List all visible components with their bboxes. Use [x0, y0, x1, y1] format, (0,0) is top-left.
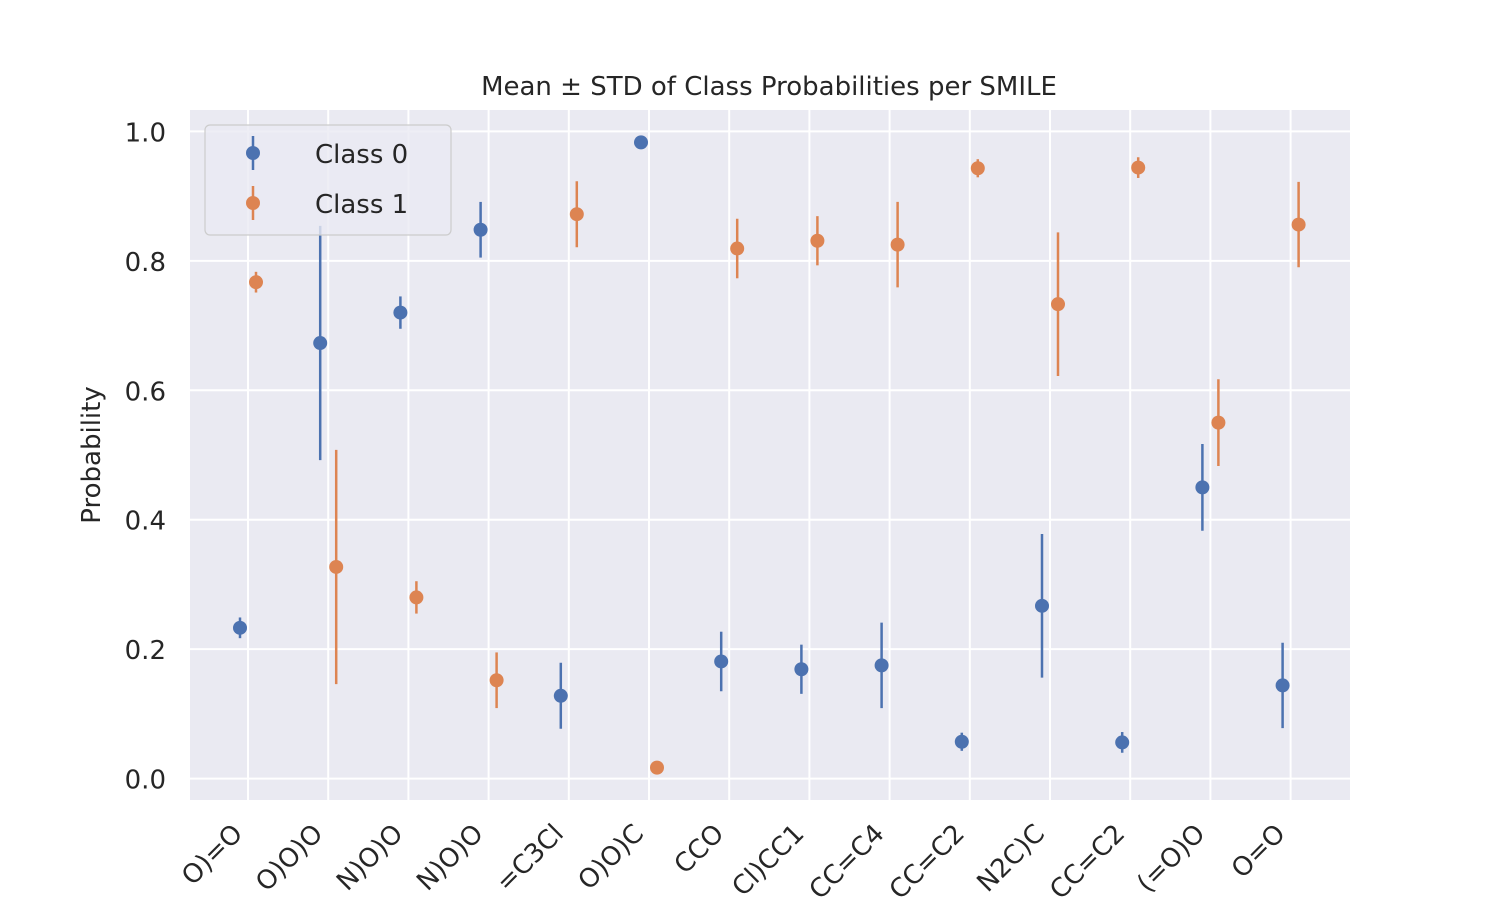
class-1-point: [409, 590, 424, 605]
class-1-point: [569, 207, 584, 222]
class-0-point: [313, 336, 328, 351]
class-1-point: [1291, 217, 1306, 232]
y-tick-label: 0.8: [125, 248, 166, 278]
chart-title: Mean ± STD of Class Probabilities per SM…: [481, 72, 1057, 102]
x-tick-label: N)O)O: [411, 819, 489, 897]
class-0-point: [1195, 480, 1210, 495]
class-0-point: [954, 734, 969, 749]
x-tick-label: CCO: [669, 819, 730, 880]
legend: Class 0 Class 1: [204, 124, 452, 236]
class-1-point: [1051, 297, 1065, 312]
class-1-point: [329, 559, 344, 574]
class-1-point: [489, 673, 504, 688]
class-1-point: [650, 760, 664, 775]
x-tick-label: =C3Cl: [491, 819, 570, 898]
class-0-point: [714, 654, 729, 669]
class-0-point: [233, 620, 247, 635]
class-0-point: [794, 662, 809, 677]
x-tick-label: CC=C2: [884, 819, 971, 900]
x-tick-label: O)=O: [176, 819, 249, 892]
class-0-point: [1115, 735, 1130, 750]
x-tick-label: O)O)C: [573, 819, 650, 896]
legend-class-0-marker: [246, 146, 260, 160]
y-axis-label: Probability: [77, 386, 107, 523]
legend-box: [204, 124, 452, 236]
y-tick-label: 0.0: [125, 766, 166, 796]
class-0-point: [393, 305, 408, 320]
x-tick-label: O)O)O: [250, 819, 329, 898]
y-tick-label: 0.2: [125, 636, 166, 666]
class-1-point: [249, 275, 263, 290]
class-1-point: [810, 233, 825, 248]
x-tick-label: Cl)CC1: [727, 819, 811, 900]
class-1-point: [730, 241, 745, 256]
legend-class-1-label: Class 1: [315, 190, 408, 220]
class-0-point: [473, 222, 488, 237]
class-0-point: [874, 658, 889, 673]
legend-class-0-label: Class 0: [315, 140, 408, 170]
class-1-point: [890, 237, 905, 252]
x-tick-label: N2C)C: [971, 819, 1051, 899]
y-tick-label: 0.6: [125, 377, 166, 407]
x-tick-label: CC=C2: [1044, 819, 1131, 900]
x-tick-label: CC=C4: [804, 819, 891, 900]
y-tick-label: 1.0: [125, 118, 166, 148]
x-tick-labels: O)=O O)O)O N)O)O N)O)O =C3Cl O)O)C CCOCl)CC1CC…: [176, 819, 1291, 900]
class-0-point: [1275, 678, 1290, 693]
class-0-point: [634, 135, 648, 150]
y-tick-label: 0.4: [125, 507, 166, 537]
class-1-point: [1131, 160, 1146, 175]
class-0-point: [553, 688, 568, 703]
class-1-point: [1211, 415, 1226, 430]
x-tick-label: (=O)O: [1131, 819, 1211, 899]
data-marks: [233, 135, 1306, 775]
x-tick-label: O=O: [1226, 819, 1292, 885]
x-tick-label: N)O)O: [331, 819, 409, 897]
class-0-point: [1035, 598, 1049, 613]
legend-class-1-marker: [246, 196, 260, 210]
class-1-point: [970, 161, 985, 176]
y-tick-labels: 0.0 0.2 0.4 0.6 0.8 1.0: [125, 118, 166, 795]
